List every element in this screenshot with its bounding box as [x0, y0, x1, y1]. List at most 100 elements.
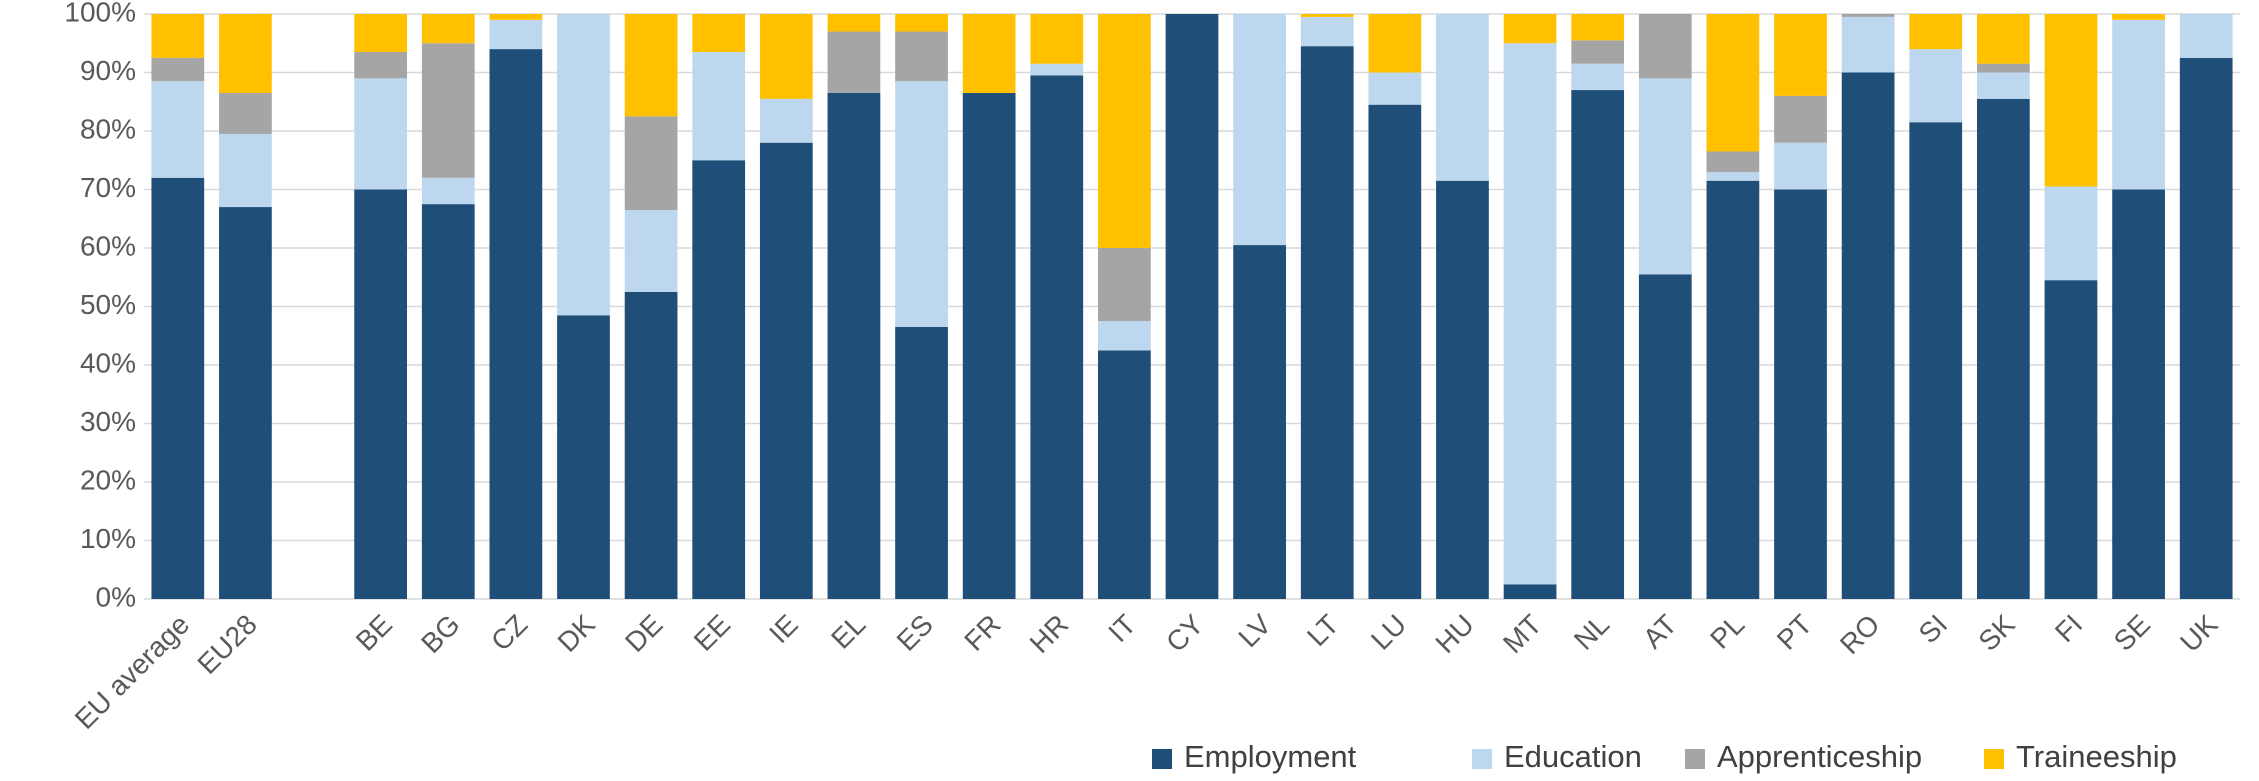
bar-segment — [895, 81, 948, 327]
bar-segment — [1976, 98, 2030, 599]
bar-segment — [624, 14, 678, 117]
x-tick-label: UK — [2174, 608, 2224, 658]
bar-segment — [1774, 189, 1827, 599]
bar-segment — [354, 189, 408, 599]
x-tick-label: EL — [825, 609, 871, 655]
bar-segment — [1706, 14, 1760, 152]
y-tick-label: 60% — [80, 230, 136, 261]
bar-segment — [1774, 95, 1827, 143]
bar-segment — [1976, 72, 2030, 99]
bar-segment — [1098, 321, 1151, 351]
y-tick-label: 30% — [80, 406, 136, 437]
legend-swatch — [1152, 749, 1172, 769]
x-tick-label: CZ — [485, 609, 533, 657]
bar-segment — [1436, 14, 1489, 181]
x-tick-label: CY — [1160, 608, 1210, 658]
bar-segment — [1706, 180, 1760, 599]
bar-segment — [489, 19, 543, 50]
bar-segment — [1368, 104, 1422, 600]
legend: Employment Education Apprenticeship Trainee… — [1152, 739, 2177, 774]
bar-segment — [827, 14, 881, 32]
bar-segment — [692, 14, 746, 53]
bar-segment — [2044, 280, 2098, 599]
bar-segment — [489, 14, 543, 20]
bar-segment — [219, 14, 272, 93]
x-tick-label: IT — [1102, 609, 1142, 649]
bar-segment — [759, 14, 813, 99]
bar-segment — [1841, 72, 1895, 599]
bar-segment — [827, 92, 881, 599]
y-tick-label: 90% — [80, 55, 136, 86]
bar-segment — [2179, 14, 2233, 58]
y-tick-label: 10% — [80, 523, 136, 554]
bar-segment — [1030, 14, 1084, 64]
bar-segment — [151, 81, 205, 178]
bar-segment — [2112, 14, 2165, 20]
x-tick-label: SE — [2108, 609, 2156, 657]
bar-segment — [1368, 14, 1422, 73]
bar-segment — [1571, 90, 1625, 600]
x-tick-label: FR — [958, 609, 1006, 657]
x-tick-label: AT — [1637, 609, 1683, 655]
y-tick-label: 50% — [80, 289, 136, 320]
bar-segment — [421, 177, 475, 205]
bar-segment — [151, 177, 205, 600]
bar-segment — [1233, 245, 1286, 599]
x-tick-label: DE — [619, 609, 668, 658]
bar-segment — [557, 14, 610, 316]
bar-segment — [1571, 40, 1625, 64]
x-tick-label: DK — [552, 608, 602, 658]
bar-segment — [1774, 142, 1827, 190]
bar-segment — [1909, 122, 1963, 599]
bar-segment — [1233, 14, 1286, 246]
y-tick-label: 20% — [80, 464, 136, 495]
bar-segment — [421, 204, 475, 599]
x-tick-label: MT — [1497, 609, 1548, 660]
bar-segment — [1571, 63, 1625, 91]
bar-segment — [219, 133, 272, 208]
bar-segment — [1774, 14, 1827, 96]
bar-segment — [759, 98, 813, 143]
x-tick-label: EU average — [69, 609, 195, 735]
bar-segment — [895, 326, 948, 599]
bar-segment — [1706, 171, 1760, 181]
bar-segment — [354, 78, 408, 190]
bar-segment — [1436, 180, 1489, 599]
bar-segment — [1098, 350, 1151, 599]
bar-segment — [1638, 78, 1692, 275]
bar-segment — [895, 31, 948, 82]
bar-segment — [692, 160, 746, 599]
x-tick-label: LU — [1365, 609, 1412, 656]
bar-segment — [624, 209, 678, 292]
x-tick-label: NL — [1568, 609, 1615, 656]
bar-segment — [1300, 14, 1354, 17]
x-tick-label: SI — [1913, 609, 1954, 650]
bar-segment — [1976, 63, 2030, 73]
x-tick-label: PL — [1704, 609, 1750, 655]
bar-segment — [219, 92, 272, 134]
bar-segment — [354, 14, 408, 53]
x-tick-label: EE — [688, 609, 736, 657]
x-tick-label: SK — [1972, 608, 2021, 657]
legend-swatch — [1685, 749, 1705, 769]
bar-segment — [2044, 186, 2098, 281]
bar-segment — [1503, 14, 1557, 44]
bar-segment — [151, 57, 205, 82]
x-tick-label: BG — [415, 609, 466, 660]
bar-segment — [1098, 14, 1151, 248]
bar-segment — [895, 14, 948, 32]
x-tick-label: HR — [1024, 609, 1075, 660]
x-tick-label: ES — [891, 609, 939, 657]
legend-swatch — [1472, 749, 1492, 769]
x-tick-label: LT — [1301, 609, 1345, 653]
bar-segment — [219, 207, 272, 600]
legend-label: Education — [1504, 739, 1642, 774]
bar-segment — [2179, 57, 2233, 599]
y-tick-label: 40% — [80, 347, 136, 378]
x-tick-label: RO — [1834, 609, 1886, 661]
legend-label: Apprenticeship — [1717, 739, 1922, 774]
bar-segment — [2044, 14, 2098, 187]
bar-segment — [1300, 16, 1354, 47]
legend-label: Employment — [1184, 739, 1357, 774]
bar-segment — [2112, 19, 2165, 190]
